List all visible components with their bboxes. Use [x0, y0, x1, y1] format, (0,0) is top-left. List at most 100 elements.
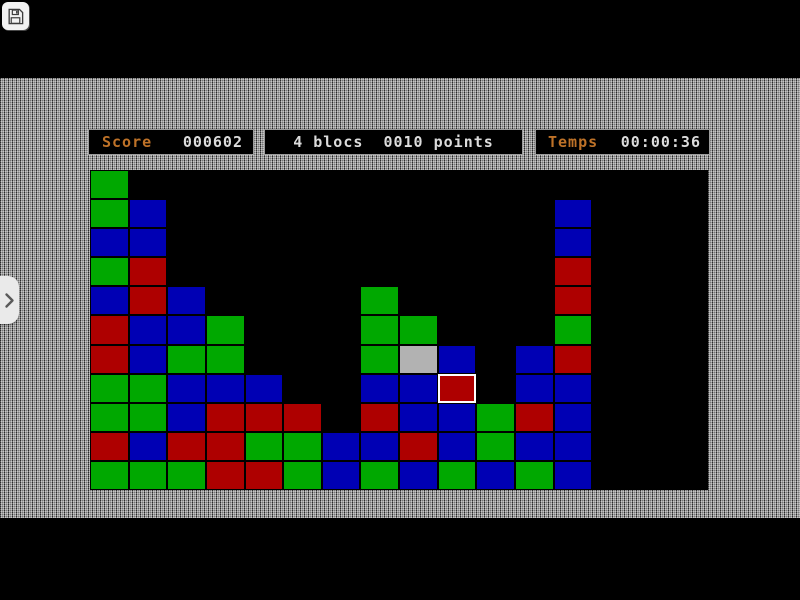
block-blue-r6c1[interactable]	[128, 344, 168, 374]
block-blue-r8c12[interactable]	[553, 402, 593, 432]
block-green-r5c3[interactable]	[205, 315, 245, 345]
empty-cell	[322, 199, 361, 228]
block-green-r6c2[interactable]	[167, 344, 206, 374]
block-green-r7c1[interactable]	[128, 373, 168, 403]
block-green-r10c0[interactable]	[90, 460, 129, 490]
block-blue-r8c2[interactable]	[167, 402, 206, 432]
block-blue-r7c7[interactable]	[360, 373, 399, 403]
block-red-r8c11[interactable]	[514, 402, 554, 432]
block-blue-r5c2[interactable]	[167, 315, 206, 345]
block-blue-r10c10[interactable]	[476, 460, 515, 490]
block-red-r3c12[interactable]	[553, 257, 593, 287]
block-green-r3c0[interactable]	[90, 257, 129, 287]
empty-cell	[399, 199, 438, 228]
block-blue-r4c2[interactable]	[167, 286, 206, 316]
block-blue-r8c9[interactable]	[437, 402, 477, 432]
empty-cell	[283, 315, 322, 344]
empty-cell	[631, 461, 670, 490]
empty-cell	[669, 461, 708, 490]
slide-out-tab[interactable]	[0, 276, 19, 324]
block-green-r6c7[interactable]	[360, 344, 399, 374]
block-red-r8c3[interactable]	[205, 402, 245, 432]
block-green-r8c1[interactable]	[128, 402, 168, 432]
block-green-r0c0[interactable]	[90, 170, 129, 200]
block-red-r9c3[interactable]	[205, 431, 245, 461]
block-green-r8c0[interactable]	[90, 402, 129, 432]
empty-cell	[283, 286, 322, 315]
block-red-r9c2[interactable]	[167, 431, 206, 461]
block-green-r10c5[interactable]	[283, 460, 322, 490]
empty-cell	[438, 286, 477, 315]
empty-cell	[631, 315, 670, 344]
block-blue-r7c12[interactable]	[553, 373, 593, 403]
block-red-r8c7[interactable]	[360, 402, 399, 432]
empty-cell	[283, 199, 322, 228]
block-green-r10c9[interactable]	[437, 460, 477, 490]
block-red-r5c0[interactable]	[90, 315, 129, 345]
block-blue-r10c12[interactable]	[553, 460, 593, 490]
block-green-r9c5[interactable]	[283, 431, 322, 461]
score-label: Score	[102, 133, 153, 151]
block-blue-r4c0[interactable]	[90, 286, 129, 316]
block-blue-r9c11[interactable]	[514, 431, 554, 461]
block-blue-r2c12[interactable]	[553, 228, 593, 258]
block-blue-r7c11[interactable]	[514, 373, 554, 403]
block-red-r6c0[interactable]	[90, 344, 129, 374]
block-red-r6c12[interactable]	[553, 344, 593, 374]
block-blue-r6c11[interactable]	[514, 344, 554, 374]
block-blue-r2c0[interactable]	[90, 228, 129, 258]
empty-cell	[476, 286, 515, 315]
block-blue-r9c6[interactable]	[321, 431, 361, 461]
empty-cell	[554, 170, 593, 199]
block-red-r9c8[interactable]	[399, 431, 438, 461]
block-green-r10c11[interactable]	[514, 460, 554, 490]
block-green-r6c3[interactable]	[205, 344, 245, 374]
block-blue-r7c4[interactable]	[244, 373, 284, 403]
save-button[interactable]	[2, 2, 29, 30]
block-green-r9c10[interactable]	[476, 431, 515, 461]
block-green-r8c10[interactable]	[476, 402, 515, 432]
block-blue-r9c1[interactable]	[128, 431, 168, 461]
block-red-r10c4[interactable]	[244, 460, 284, 490]
block-blue-r1c12[interactable]	[553, 199, 593, 229]
empty-cell	[438, 257, 477, 286]
block-red-r4c12[interactable]	[553, 286, 593, 316]
empty-cell	[399, 286, 438, 315]
block-green-r5c12[interactable]	[553, 315, 593, 345]
block-blue-r9c9[interactable]	[437, 431, 477, 461]
block-red-r10c3[interactable]	[205, 460, 245, 490]
block-green-r5c7[interactable]	[360, 315, 399, 345]
block-green-r10c7[interactable]	[360, 460, 399, 490]
block-blue-r8c8[interactable]	[399, 402, 438, 432]
block-blue-r2c1[interactable]	[128, 228, 168, 258]
block-green-r4c7[interactable]	[360, 286, 399, 316]
selected-block[interactable]	[437, 373, 477, 403]
block-blue-r1c1[interactable]	[128, 199, 168, 229]
block-red-r8c5[interactable]	[283, 402, 322, 432]
block-green-r9c4[interactable]	[244, 431, 284, 461]
block-blue-r9c7[interactable]	[360, 431, 399, 461]
block-red-r3c1[interactable]	[128, 257, 168, 287]
empty-cell	[476, 257, 515, 286]
empty-cell	[515, 286, 554, 315]
block-green-r5c8[interactable]	[399, 315, 438, 345]
block-blue-r7c3[interactable]	[205, 373, 245, 403]
block-blue-r5c1[interactable]	[128, 315, 168, 345]
block-blue-r6c9[interactable]	[437, 344, 477, 374]
block-gray-r6c8[interactable]	[399, 344, 438, 374]
block-blue-r10c6[interactable]	[321, 460, 361, 490]
block-red-r4c1[interactable]	[128, 286, 168, 316]
empty-cell	[592, 315, 631, 344]
block-green-r10c2[interactable]	[167, 460, 206, 490]
empty-cell	[669, 315, 708, 344]
block-green-r7c0[interactable]	[90, 373, 129, 403]
block-blue-r7c8[interactable]	[399, 373, 438, 403]
block-blue-r9c12[interactable]	[553, 431, 593, 461]
block-green-r1c0[interactable]	[90, 199, 129, 229]
block-blue-r7c2[interactable]	[167, 373, 206, 403]
empty-cell	[631, 345, 670, 374]
block-green-r10c1[interactable]	[128, 460, 168, 490]
block-red-r9c0[interactable]	[90, 431, 129, 461]
block-red-r8c4[interactable]	[244, 402, 284, 432]
block-blue-r10c8[interactable]	[399, 460, 438, 490]
